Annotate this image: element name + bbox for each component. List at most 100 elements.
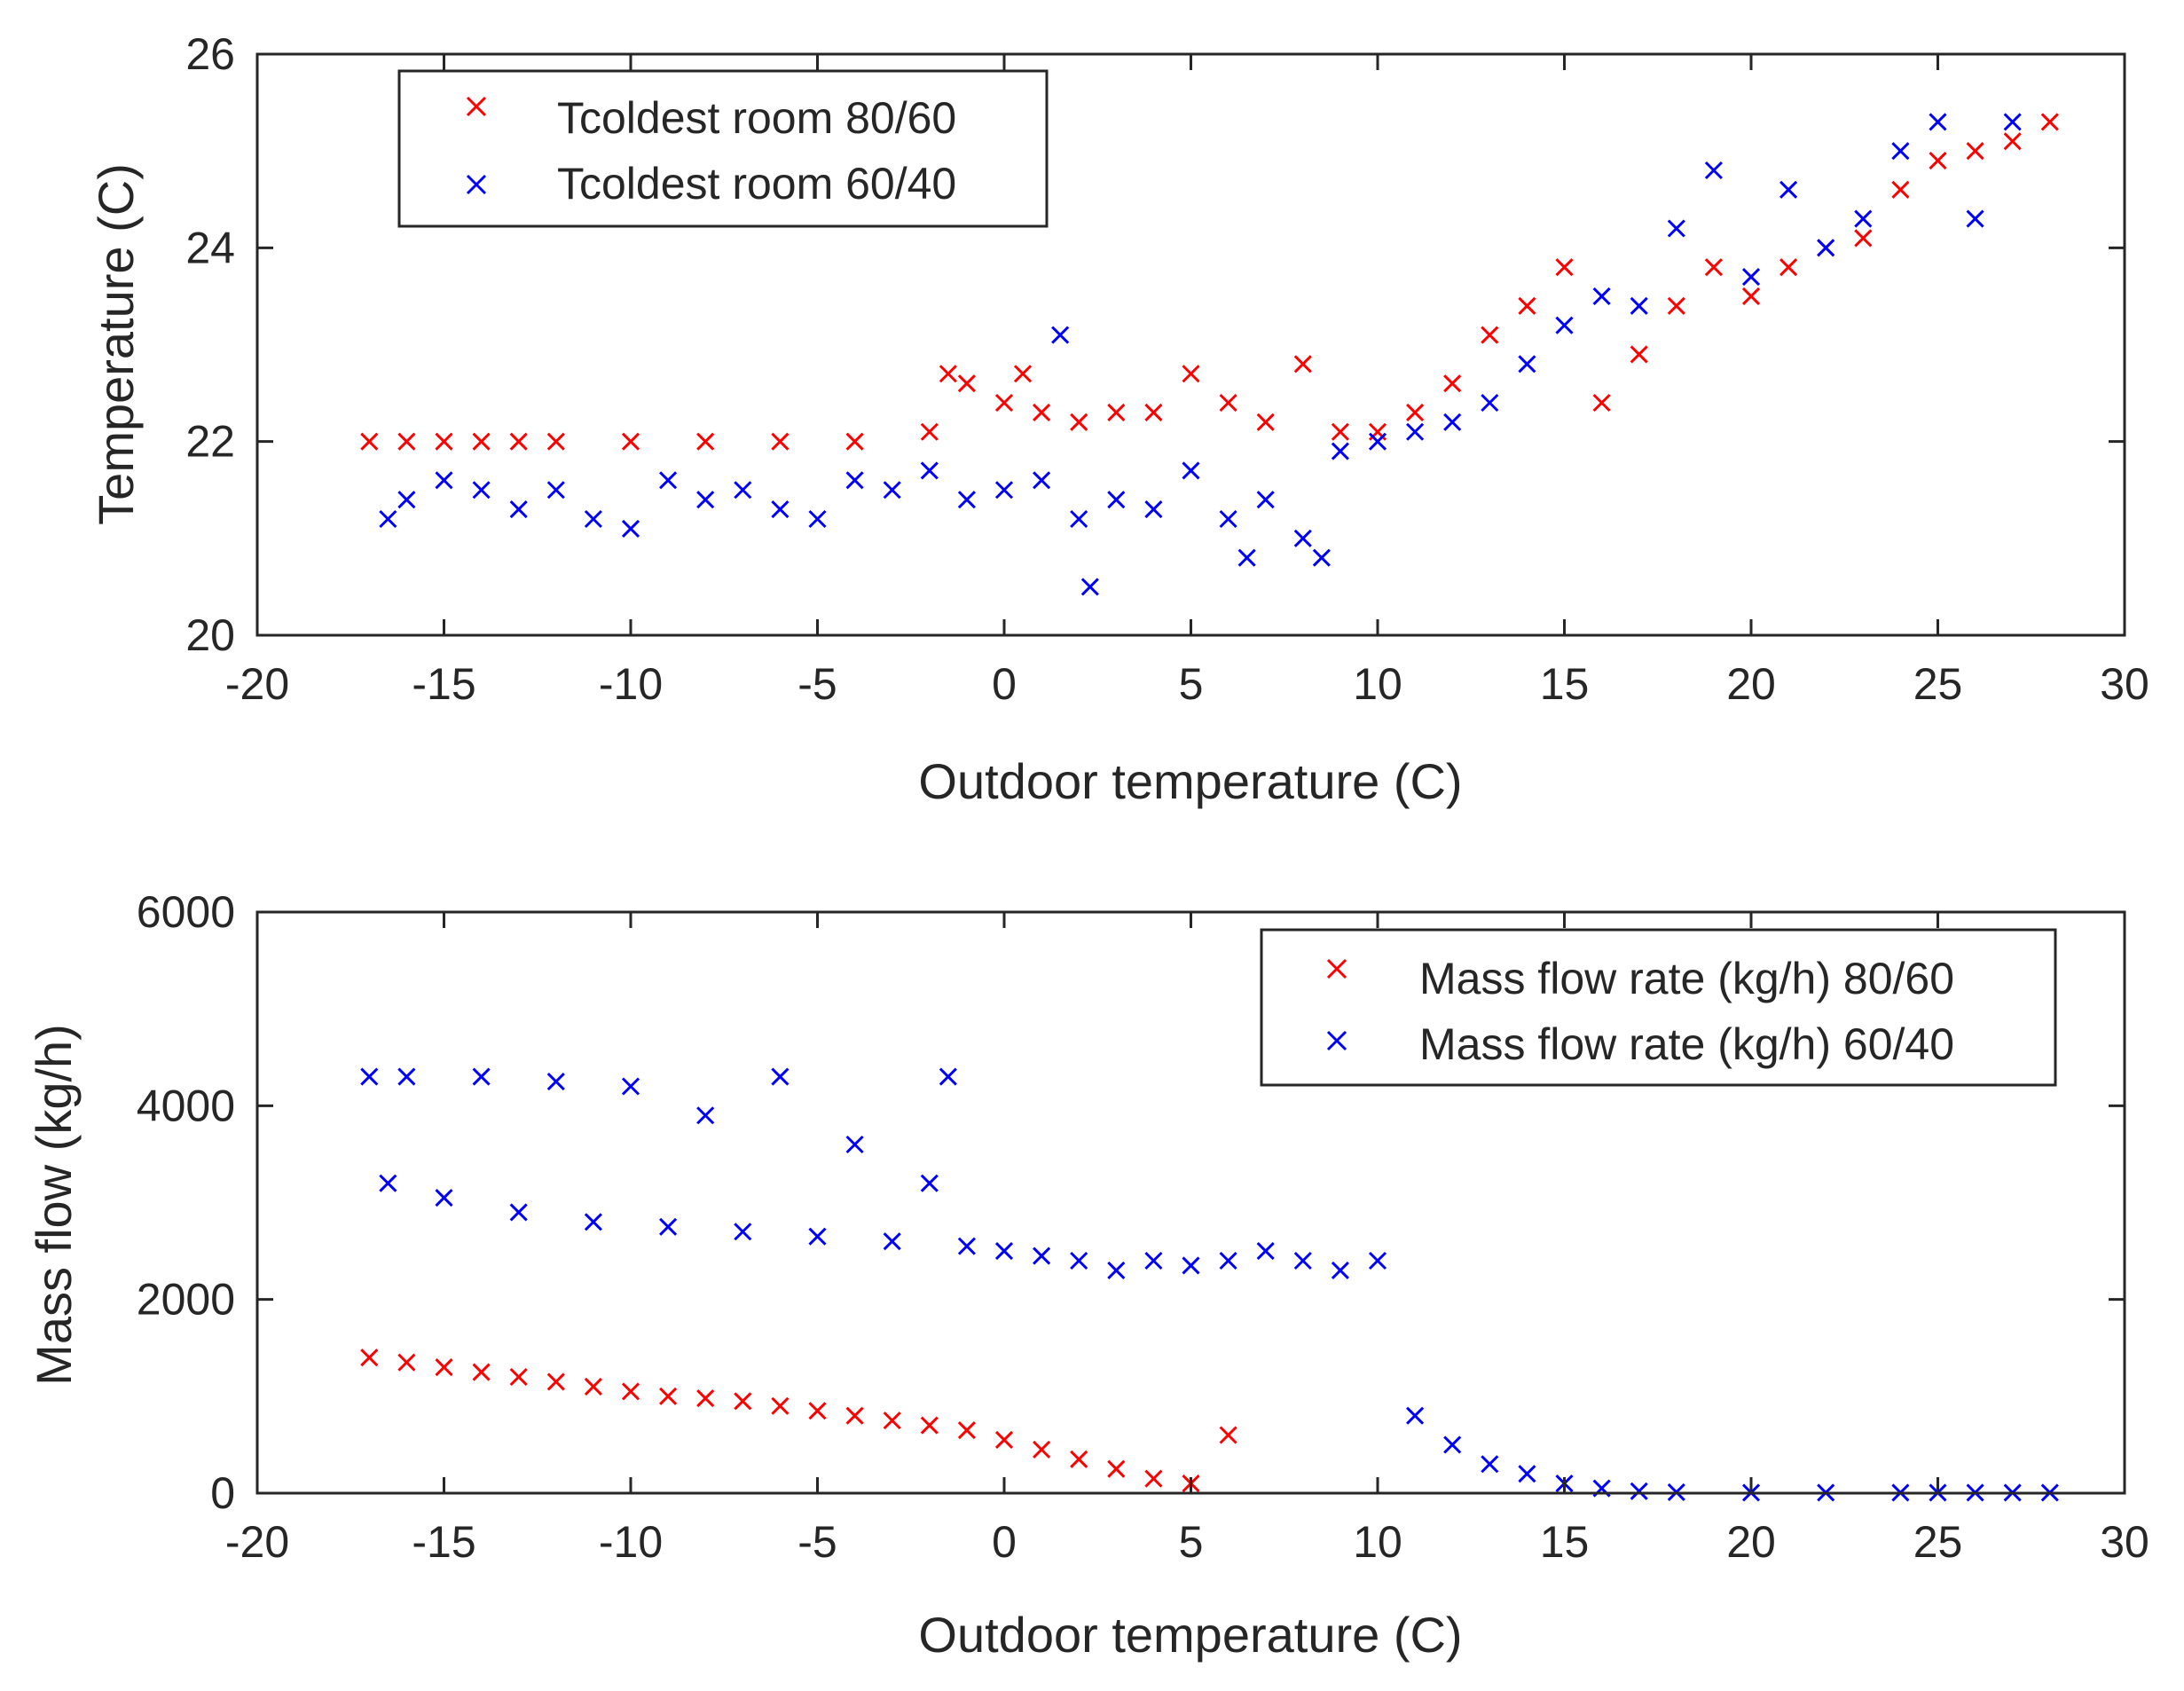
x-tick-label: 20 xyxy=(1726,659,1776,709)
scatter-point-series-0 xyxy=(397,432,416,451)
scatter-point-series-1 xyxy=(435,1188,453,1207)
legend-label-massflow-60-40: Mass flow rate (kg/h) 60/40 xyxy=(1419,1019,1954,1069)
scatter-point-series-1 xyxy=(994,481,1014,499)
temperature-legend-box xyxy=(397,69,1049,228)
y-tick-label: 22 xyxy=(185,417,235,467)
scatter-point-series-0 xyxy=(1966,142,1984,161)
x-tick-label: 5 xyxy=(1179,659,1204,709)
scatter-point-series-0 xyxy=(1070,1450,1088,1468)
temperature-y-axis: 20 22 24 26 xyxy=(185,29,2125,660)
scatter-point-series-1 xyxy=(621,1077,640,1096)
scatter-point-series-0 xyxy=(1667,296,1685,315)
scatter-point-series-1 xyxy=(1051,326,1070,344)
legend-marker-tcoldest-60-40 xyxy=(466,174,487,195)
scatter-point-series-1 xyxy=(1592,287,1611,305)
scatter-point-series-1 xyxy=(920,461,939,480)
scatter-point-series-0 xyxy=(994,393,1014,413)
temperature-legend: Tcoldest room 80/60 Tcoldest room 60/40 xyxy=(397,69,1049,228)
x-tick-label: -20 xyxy=(225,659,289,709)
scatter-point-series-0 xyxy=(1107,403,1126,421)
scatter-point-series-0 xyxy=(546,432,565,451)
scatter-point-series-1 xyxy=(1368,432,1387,451)
mass-flow-legend: Mass flow rate (kg/h) 80/60 Mass flow ra… xyxy=(1260,928,2057,1087)
x-tick-label: 0 xyxy=(992,659,1017,709)
scatter-point-series-1 xyxy=(845,471,864,490)
scatter-point-series-0 xyxy=(2003,132,2022,151)
scatter-point-series-0 xyxy=(621,1382,640,1401)
scatter-point-series-1 xyxy=(1182,1256,1200,1275)
scatter-point-series-1 xyxy=(957,1237,976,1255)
scatter-point-series-1 xyxy=(1237,548,1256,567)
scatter-point-series-1 xyxy=(1854,209,1873,228)
scatter-point-series-0 xyxy=(994,1430,1014,1450)
scatter-point-series-0 xyxy=(1013,365,1033,383)
scatter-point-series-0 xyxy=(1891,180,1910,199)
y-tick-label: 26 xyxy=(185,29,235,79)
scatter-point-series-0 xyxy=(808,1402,827,1420)
scatter-point-series-1 xyxy=(939,1067,957,1086)
scatter-point-series-0 xyxy=(1518,296,1536,315)
scatter-point-series-1 xyxy=(1443,1435,1462,1454)
y-tick-label: 2000 xyxy=(137,1275,235,1325)
scatter-point-series-0 xyxy=(509,1367,528,1387)
x-tick-label: 10 xyxy=(1353,659,1402,709)
mass-flow-chart: -20 -15 -10 -5 0 5 10 15 20 25 30 0 2000 4000 6000 Ou… xyxy=(26,887,2149,1663)
x-tick-label: 5 xyxy=(1179,1517,1204,1567)
scatter-point-series-0 xyxy=(957,374,976,393)
scatter-point-series-1 xyxy=(1630,296,1648,315)
scatter-point-series-1 xyxy=(994,1242,1014,1261)
scatter-point-series-0 xyxy=(360,1349,379,1367)
scatter-point-series-1 xyxy=(1070,509,1088,529)
scatter-point-series-1 xyxy=(1331,442,1349,460)
scatter-point-series-1 xyxy=(546,1072,565,1091)
scatter-point-series-1 xyxy=(1481,1455,1499,1474)
scatter-point-series-1 xyxy=(397,1067,416,1086)
scatter-point-series-1 xyxy=(734,1223,752,1241)
scatter-point-series-1 xyxy=(1331,1261,1349,1279)
scatter-point-series-0 xyxy=(2040,113,2059,131)
scatter-point-series-0 xyxy=(696,1388,715,1408)
scatter-point-series-0 xyxy=(1033,1440,1051,1459)
scatter-point-series-0 xyxy=(472,432,491,451)
scatter-point-series-0 xyxy=(1555,258,1574,277)
scatter-point-series-1 xyxy=(659,471,678,490)
y-tick-label: 24 xyxy=(185,223,235,272)
scatter-point-series-1 xyxy=(1293,529,1312,547)
temperature-x-label: Outdoor temperature (C) xyxy=(918,753,1462,809)
scatter-point-series-0 xyxy=(659,1387,678,1405)
legend-label-tcoldest-60-40: Tcoldest room 60/40 xyxy=(557,159,956,208)
scatter-point-series-0 xyxy=(509,432,528,451)
scatter-point-series-1 xyxy=(1779,180,1798,199)
x-tick-label: -20 xyxy=(225,1517,289,1567)
scatter-point-series-0 xyxy=(920,1416,939,1435)
scatter-point-series-0 xyxy=(1331,422,1349,441)
scatter-point-series-1 xyxy=(808,1227,827,1246)
x-tick-label: 20 xyxy=(1726,1517,1776,1567)
scatter-point-series-0 xyxy=(771,1396,790,1415)
scatter-point-series-1 xyxy=(2003,113,2022,131)
y-tick-label: 20 xyxy=(185,610,235,660)
mass-flow-legend-box xyxy=(1260,928,2057,1087)
x-tick-label: 30 xyxy=(2100,1517,2149,1567)
scatter-point-series-1 xyxy=(379,509,397,529)
scatter-point-series-0 xyxy=(472,1363,491,1381)
scatter-point-series-0 xyxy=(845,1406,864,1425)
scatter-point-series-1 xyxy=(696,491,715,509)
scatter-point-series-1 xyxy=(1219,1251,1237,1270)
scatter-point-series-1 xyxy=(659,1217,678,1236)
legend-label-tcoldest-80-60: Tcoldest room 80/60 xyxy=(557,93,956,143)
scatter-point-series-1 xyxy=(1182,461,1200,480)
scatter-point-series-0 xyxy=(1144,1469,1163,1488)
scatter-point-series-0 xyxy=(621,432,640,451)
scatter-point-series-1 xyxy=(1070,1251,1088,1270)
scatter-point-series-0 xyxy=(1929,152,1947,170)
scatter-point-series-0 xyxy=(1630,345,1648,364)
scatter-point-series-1 xyxy=(1406,1406,1425,1425)
scatter-point-series-1 xyxy=(1704,161,1723,180)
scatter-point-series-1 xyxy=(1144,500,1163,519)
scatter-point-series-0 xyxy=(435,432,453,451)
scatter-point-series-0 xyxy=(1854,229,1873,248)
mass-flow-points xyxy=(360,1067,2059,1502)
scatter-point-series-1 xyxy=(1667,219,1685,238)
scatter-point-series-0 xyxy=(546,1372,565,1391)
